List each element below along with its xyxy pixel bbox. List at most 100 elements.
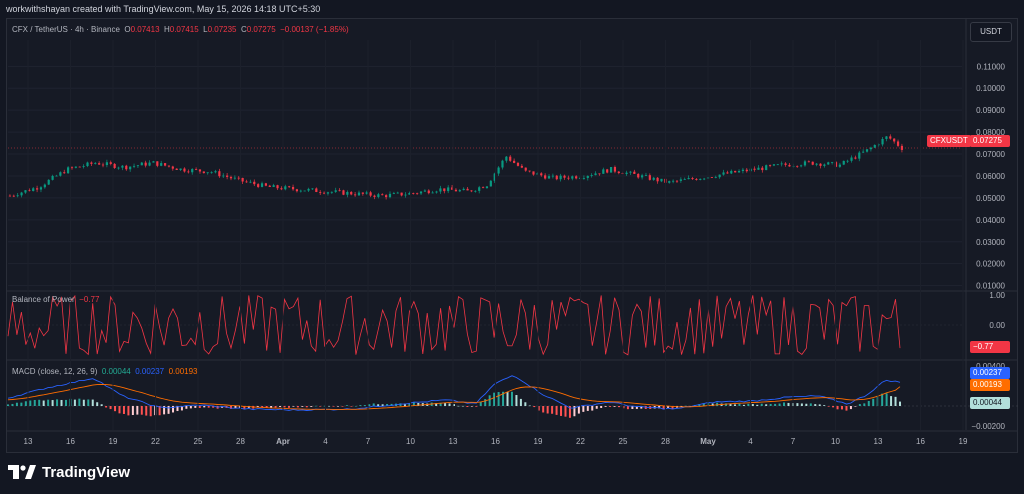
candle-body xyxy=(299,190,302,192)
candle-body xyxy=(625,172,628,175)
macd-histogram-bar xyxy=(238,406,241,409)
macd-histogram-bar xyxy=(858,404,861,406)
macd-histogram-bar xyxy=(783,402,786,406)
candle-body xyxy=(485,186,489,189)
low-value: 0.07235 xyxy=(207,25,237,34)
macd-histogram-bar xyxy=(555,406,558,415)
candle-body xyxy=(303,190,306,192)
candle-body xyxy=(101,164,105,166)
macd-histogram-bar xyxy=(7,404,9,406)
macd-histogram-bar xyxy=(778,403,781,406)
candle-body xyxy=(846,160,849,162)
candle-body xyxy=(466,188,469,191)
candle-body xyxy=(257,184,260,187)
candle-body xyxy=(454,189,458,192)
candle-body xyxy=(718,174,721,178)
candle-body xyxy=(745,169,748,172)
macd-histogram-bar xyxy=(372,403,375,406)
macd-histogram-bar xyxy=(24,401,27,406)
candle-body xyxy=(295,189,299,192)
candle-body xyxy=(222,175,225,177)
candle-body xyxy=(648,175,651,180)
candle-body xyxy=(67,167,70,174)
candle-body xyxy=(633,171,636,174)
macd-histogram-bar xyxy=(105,406,108,408)
bop-tick-label: 0.00 xyxy=(989,321,1005,330)
macd-histogram-bar xyxy=(158,406,161,416)
candle-body xyxy=(105,162,108,166)
time-tick-label: 19 xyxy=(959,437,968,446)
candle-body xyxy=(602,169,605,174)
macd-histogram-bar xyxy=(439,402,442,406)
macd-histogram-bar xyxy=(15,402,18,406)
candle-body xyxy=(319,192,322,193)
candle-body xyxy=(819,163,822,166)
chart-panel[interactable] xyxy=(6,18,1018,453)
tradingview-logo[interactable]: TradingView xyxy=(8,463,131,481)
time-tick-label: 4 xyxy=(323,437,328,446)
candle-body xyxy=(827,162,830,165)
candle-body xyxy=(722,172,725,175)
macd-histogram-bar xyxy=(613,406,616,407)
signal-badge: 0.00193 xyxy=(970,379,1010,391)
candle-body xyxy=(357,192,361,196)
macd-histogram-bar xyxy=(109,406,112,410)
candle-body xyxy=(474,190,477,192)
candle-body xyxy=(396,192,399,194)
candle-body xyxy=(342,190,345,195)
candle-body xyxy=(12,195,15,197)
candle-body xyxy=(28,190,31,192)
macd-name: MACD (close, 12, 26, 9) xyxy=(12,367,98,376)
macd-histogram-bar xyxy=(136,406,139,415)
time-tick-label: May xyxy=(700,437,716,446)
price-tick-label: 0.06000 xyxy=(976,172,1005,181)
candle-body xyxy=(70,167,74,169)
candle-body xyxy=(640,175,644,178)
candle-body xyxy=(284,186,287,190)
candle-body xyxy=(447,187,450,192)
candle-body xyxy=(229,176,233,179)
macd-histogram-bar xyxy=(560,406,563,416)
macd-histogram-bar xyxy=(189,406,192,409)
macd-histogram-bar xyxy=(243,406,246,409)
macd-histogram-bar xyxy=(270,406,273,408)
macd-histogram-bar xyxy=(519,398,522,406)
macd-histogram-bar xyxy=(769,403,772,406)
candle-body xyxy=(416,193,419,195)
candle-body xyxy=(388,193,392,198)
candle-body xyxy=(850,157,853,161)
tradingview-wordmark: TradingView xyxy=(42,463,131,481)
bop-badge: −0.77 xyxy=(970,341,1010,353)
candle-body xyxy=(109,162,112,164)
macd-histogram-bar xyxy=(176,406,179,412)
candle-body xyxy=(606,169,609,173)
candle-body xyxy=(350,191,353,195)
candle-body xyxy=(74,166,77,168)
macd-histogram-bar xyxy=(234,406,237,409)
macd-histogram-bar xyxy=(265,406,268,408)
candle-body xyxy=(129,166,132,170)
candle-body xyxy=(656,177,659,182)
candle-body xyxy=(590,175,593,176)
candle-body xyxy=(63,172,66,174)
macd-histogram-bar xyxy=(626,406,629,410)
candle-body xyxy=(838,164,841,167)
candle-body xyxy=(842,160,845,165)
macd-histogram-bar xyxy=(849,406,852,410)
macd-histogram-bar xyxy=(448,403,451,406)
candle-body xyxy=(43,184,46,188)
macd-histogram-bar xyxy=(497,392,500,406)
candle-body xyxy=(695,178,698,180)
macd-histogram-bar xyxy=(863,403,866,406)
candle-body xyxy=(652,177,655,180)
candle-body xyxy=(51,175,54,180)
candle-body xyxy=(140,162,143,166)
macd-histogram-bar xyxy=(64,399,67,406)
macd-histogram-bar xyxy=(667,406,670,409)
candle-body xyxy=(586,175,589,178)
macd-histogram-bar xyxy=(33,399,36,406)
macd-histogram-bar xyxy=(368,404,371,406)
currency-button[interactable]: USDT xyxy=(970,22,1012,42)
macd-histogram-bar xyxy=(885,393,888,406)
